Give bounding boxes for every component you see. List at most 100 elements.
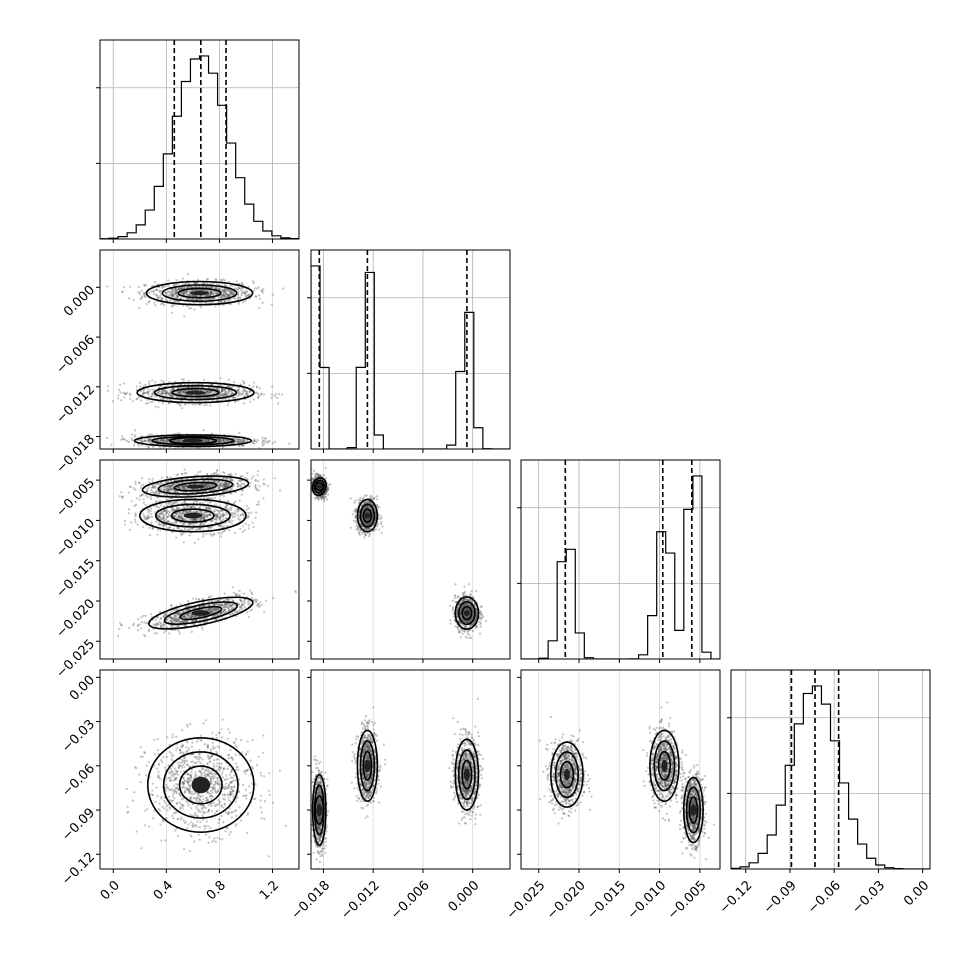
- scatter-point: [136, 397, 139, 400]
- scatter-point: [190, 615, 193, 619]
- scatter-point: [165, 488, 168, 491]
- scatter-point: [167, 438, 170, 441]
- scatter-point: [218, 516, 222, 519]
- scatter-point: [185, 621, 188, 624]
- scatter-point: [172, 289, 175, 292]
- scatter-point: [215, 599, 219, 602]
- scatter-point: [215, 607, 218, 610]
- scatter-point: [183, 501, 186, 504]
- scatter-point: [236, 440, 239, 443]
- scatter-point: [175, 617, 178, 620]
- scatter-point: [206, 485, 209, 488]
- scatter-point: [201, 516, 204, 519]
- scatter-point: [209, 608, 212, 611]
- scatter-point: [183, 527, 186, 530]
- scatter-point: [236, 298, 239, 301]
- scatter-point: [185, 472, 188, 475]
- scatter-point: [215, 286, 219, 290]
- scatter-point: [208, 604, 211, 607]
- scatter-point: [226, 393, 229, 396]
- scatter-point: [216, 287, 219, 290]
- scatter-point: [146, 489, 149, 493]
- scatter-point: [128, 485, 131, 488]
- scatter-point: [229, 613, 232, 616]
- scatter-point: [261, 444, 264, 447]
- scatter-point: [207, 392, 211, 395]
- scatter-point: [240, 383, 243, 386]
- scatter-point: [206, 294, 209, 297]
- scatter-point: [167, 513, 170, 516]
- scatter-point: [201, 482, 204, 486]
- scatter-point: [165, 618, 168, 621]
- scatter-point: [176, 512, 179, 515]
- scatter-point: [165, 612, 168, 615]
- scatter-point: [171, 288, 174, 291]
- scatter-point: [142, 391, 145, 394]
- scatter-point: [188, 393, 191, 396]
- scatter-point: [165, 510, 169, 513]
- scatter-point: [144, 383, 147, 386]
- scatter-point: [214, 293, 217, 296]
- scatter-point: [218, 484, 221, 487]
- scatter-point: [214, 521, 217, 524]
- scatter-point: [196, 282, 199, 285]
- scatter-point: [233, 381, 236, 384]
- scatter-point: [181, 277, 184, 280]
- scatter-point: [172, 501, 175, 504]
- scatter-point: [224, 486, 227, 489]
- scatter-point: [217, 440, 220, 443]
- scatter-point: [203, 621, 206, 624]
- scatter-point: [121, 496, 124, 499]
- scatter-point: [151, 490, 154, 493]
- scatter-point: [213, 604, 216, 607]
- scatter-point: [216, 482, 219, 485]
- scatter-point: [246, 294, 249, 297]
- scatter-point: [193, 518, 196, 521]
- scatter-point: [164, 485, 167, 488]
- scatter-point: [181, 286, 184, 289]
- scatter-point: [216, 515, 219, 519]
- scatter-point: [259, 393, 263, 396]
- scatter-point: [222, 439, 225, 442]
- scatter-point: [160, 622, 163, 625]
- scatter-point: [221, 446, 224, 449]
- scatter-point: [262, 440, 265, 443]
- scatter-point: [180, 439, 184, 442]
- scatter-point: [223, 471, 226, 474]
- scatter-point: [129, 485, 132, 488]
- scatter-point: [181, 487, 184, 490]
- scatter-point: [227, 483, 230, 487]
- scatter-point: [165, 524, 168, 527]
- scatter-point: [186, 304, 189, 308]
- scatter-point: [212, 492, 215, 495]
- scatter-point: [222, 294, 225, 297]
- scatter-point: [222, 289, 225, 292]
- scatter-point: [183, 315, 186, 318]
- scatter-point: [169, 501, 172, 504]
- scatter-point: [157, 406, 160, 409]
- scatter-point: [173, 618, 176, 621]
- scatter-point: [228, 397, 231, 400]
- scatter-point: [241, 488, 244, 492]
- scatter-point: [241, 301, 245, 304]
- scatter-point: [225, 439, 228, 442]
- scatter-point: [279, 489, 282, 492]
- scatter-point: [180, 502, 183, 505]
- scatter-point: [146, 391, 149, 394]
- scatter-point: [193, 295, 196, 298]
- scatter-point: [176, 492, 179, 495]
- scatter-point: [216, 516, 219, 519]
- scatter-point: [145, 517, 148, 520]
- scatter-point: [184, 519, 187, 522]
- scatter-point: [182, 487, 185, 490]
- scatter-point: [195, 522, 198, 525]
- scatter-point: [174, 494, 177, 497]
- scatter-point: [221, 482, 224, 485]
- scatter-point: [194, 519, 198, 522]
- scatter-point: [219, 391, 222, 395]
- scatter-point: [179, 403, 182, 406]
- scatter-point: [172, 488, 175, 491]
- scatter-point: [183, 522, 186, 525]
- scatter-point: [168, 526, 172, 529]
- scatter-point: [222, 392, 225, 395]
